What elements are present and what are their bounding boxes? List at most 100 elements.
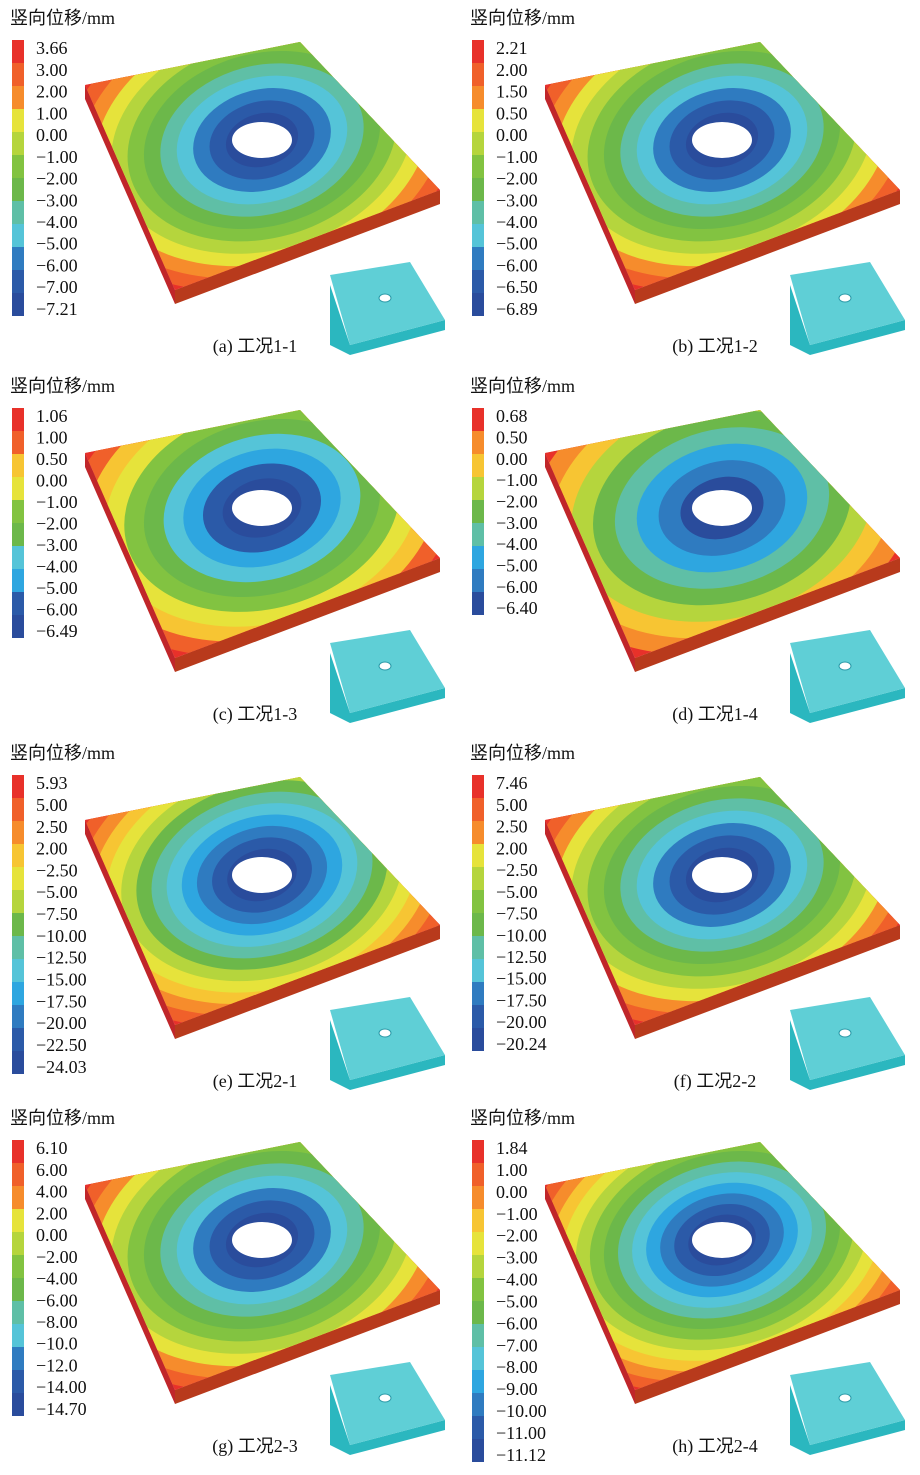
legend-label: −2.00 bbox=[36, 169, 78, 189]
caption: (e) 工况2-1 bbox=[213, 1071, 297, 1092]
legend-swatch bbox=[472, 500, 484, 523]
caption: (b) 工况1-2 bbox=[672, 336, 757, 357]
legend-swatch bbox=[12, 982, 24, 1005]
hole bbox=[692, 857, 752, 893]
inset-hole bbox=[839, 294, 851, 302]
legend-swatch bbox=[472, 1324, 484, 1347]
legend-label: −6.00 bbox=[36, 1290, 78, 1310]
legend-swatch bbox=[472, 844, 484, 867]
caption: (d) 工况1-4 bbox=[672, 704, 757, 725]
legend-swatch bbox=[472, 86, 484, 109]
legend-swatch bbox=[12, 132, 24, 155]
legend-swatch bbox=[12, 40, 24, 63]
legend-swatch bbox=[472, 982, 484, 1005]
legend-swatch bbox=[12, 798, 24, 821]
legend-title: 竖向位移/mm bbox=[10, 376, 115, 396]
legend-label: 5.00 bbox=[36, 795, 68, 815]
legend-label: 4.00 bbox=[36, 1182, 68, 1202]
legend-swatch bbox=[12, 1163, 24, 1186]
legend-label: 2.50 bbox=[496, 817, 528, 837]
legend-label: 2.00 bbox=[496, 838, 528, 858]
legend-swatch bbox=[472, 1163, 484, 1186]
legend-swatch bbox=[12, 224, 24, 247]
panel: 竖向位移/mm1.841.000.00−1.00−2.00−3.00−4.00−… bbox=[460, 1100, 920, 1468]
legend-label: 0.00 bbox=[36, 1225, 68, 1245]
legend-swatch bbox=[472, 40, 484, 63]
legend-label: 0.00 bbox=[496, 1182, 528, 1202]
hole bbox=[692, 122, 752, 158]
legend-swatch bbox=[472, 1439, 484, 1462]
legend-label: −7.00 bbox=[36, 277, 78, 297]
legend-label: −2.00 bbox=[496, 1226, 538, 1246]
legend-label: 0.50 bbox=[496, 427, 528, 447]
legend-title: 竖向位移/mm bbox=[470, 743, 575, 763]
legend-label: −3.00 bbox=[496, 1248, 538, 1268]
panel: 竖向位移/mm3.663.002.001.000.00−1.00−2.00−3.… bbox=[0, 0, 460, 368]
legend-label: −22.50 bbox=[36, 1035, 87, 1055]
legend-swatch bbox=[472, 1416, 484, 1439]
legend-label: −5.00 bbox=[36, 234, 78, 254]
legend-label: −3.00 bbox=[36, 535, 78, 555]
legend-swatch bbox=[12, 201, 24, 224]
legend-swatch bbox=[472, 523, 484, 546]
legend-label: 2.50 bbox=[36, 817, 68, 837]
legend-label: −9.00 bbox=[496, 1379, 538, 1399]
hole bbox=[232, 490, 292, 526]
legend-label: 1.06 bbox=[36, 406, 68, 426]
legend-swatch bbox=[12, 1005, 24, 1028]
legend-swatch bbox=[12, 1255, 24, 1278]
legend-swatch bbox=[472, 1140, 484, 1163]
legend-label: 0.00 bbox=[36, 125, 68, 145]
legend-label: 0.00 bbox=[496, 125, 528, 145]
legend-label: −10.0 bbox=[36, 1334, 78, 1354]
panel: 竖向位移/mm1.061.000.500.00−1.00−2.00−3.00−4… bbox=[0, 368, 460, 736]
legend-label: −12.0 bbox=[36, 1355, 78, 1375]
legend-swatch bbox=[472, 546, 484, 569]
legend-label: −6.49 bbox=[36, 621, 78, 641]
legend-swatch bbox=[472, 936, 484, 959]
legend-label: 2.00 bbox=[36, 839, 68, 859]
legend-label: −5.00 bbox=[36, 882, 78, 902]
legend-swatch bbox=[472, 1005, 484, 1028]
legend-label: 1.00 bbox=[496, 1160, 528, 1180]
legend-swatch bbox=[12, 454, 24, 477]
legend-swatch bbox=[12, 500, 24, 523]
legend-label: −3.00 bbox=[496, 513, 538, 533]
legend-swatch bbox=[472, 201, 484, 224]
legend-label: −14.70 bbox=[36, 1399, 87, 1419]
legend-swatch bbox=[472, 913, 484, 936]
legend-label: −3.00 bbox=[36, 190, 78, 210]
inset-hole bbox=[839, 1029, 851, 1037]
legend-swatch bbox=[12, 431, 24, 454]
legend-label: −7.21 bbox=[36, 299, 78, 319]
legend-swatch bbox=[472, 109, 484, 132]
legend-swatch bbox=[12, 821, 24, 844]
hole bbox=[692, 1222, 752, 1258]
legend-swatch bbox=[472, 775, 484, 798]
legend-swatch bbox=[472, 1186, 484, 1209]
legend-swatch bbox=[12, 1051, 24, 1074]
legend-swatch bbox=[472, 1255, 484, 1278]
legend-swatch bbox=[472, 63, 484, 86]
legend-label: 0.00 bbox=[496, 449, 528, 469]
legend-swatch bbox=[12, 1393, 24, 1416]
caption: (a) 工况1-1 bbox=[213, 336, 297, 357]
hole bbox=[232, 1222, 292, 1258]
legend-label: −8.00 bbox=[36, 1312, 78, 1332]
legend-label: −1.00 bbox=[496, 470, 538, 490]
legend-swatch bbox=[12, 523, 24, 546]
legend-swatch bbox=[12, 86, 24, 109]
legend-label: −15.00 bbox=[496, 969, 547, 989]
legend-label: −12.50 bbox=[496, 947, 547, 967]
legend-label: −20.00 bbox=[36, 1013, 87, 1033]
inset-hole bbox=[379, 1029, 391, 1037]
legend-label: −2.00 bbox=[36, 1247, 78, 1267]
legend-label: −1.00 bbox=[36, 492, 78, 512]
hole bbox=[232, 857, 292, 893]
legend-swatch bbox=[472, 477, 484, 500]
legend-label: −4.00 bbox=[36, 1269, 78, 1289]
legend-label: 2.00 bbox=[496, 60, 528, 80]
hole bbox=[692, 490, 752, 526]
legend-label: −6.00 bbox=[496, 1313, 538, 1333]
legend-swatch bbox=[12, 1028, 24, 1051]
